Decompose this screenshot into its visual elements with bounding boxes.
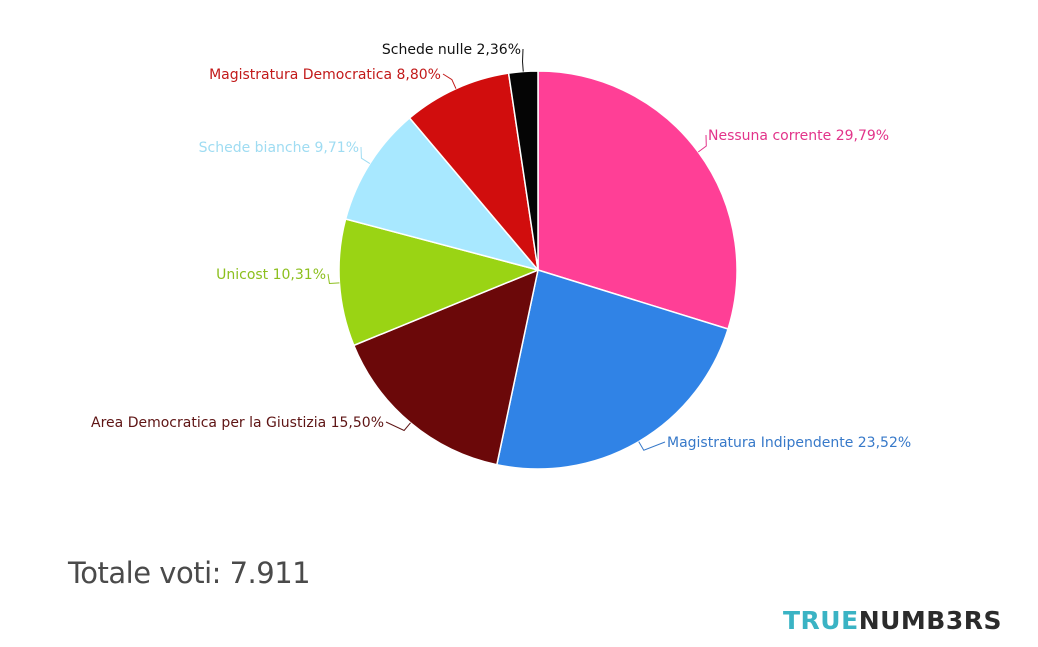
leader-line [385, 421, 411, 432]
pie-slice-schede-bianche [344, 117, 539, 271]
leader-line [638, 441, 666, 451]
slice-label: Unicost 10,31% [216, 267, 326, 283]
pie-slice-magistratura-indipendente [496, 269, 729, 470]
total-votes: Totale voti: 7.911 [68, 556, 311, 590]
pie-slice-area-democratica-per-la-giustizia [353, 269, 539, 466]
leader-line [360, 146, 371, 164]
slice-label: Area Democratica per la Giustizia 15,50% [91, 415, 384, 431]
leader-line [442, 73, 457, 89]
leader-line [522, 48, 524, 72]
slice-label: Magistratura Indipendente 23,52% [667, 435, 911, 451]
leader-line [697, 134, 707, 153]
leader-line [327, 273, 340, 285]
pie-slice-nessuna-corrente [537, 70, 738, 330]
pie-slice-schede-nulle [507, 70, 539, 271]
slice-label: Nessuna corrente 29,79% [708, 128, 889, 144]
brand-logo-part2: NUMB3RS [858, 606, 1002, 635]
slice-label: Magistratura Democratica 8,80% [209, 67, 441, 83]
pie-slice-unicost [338, 218, 539, 347]
brand-logo-part1: TRUE [783, 606, 859, 635]
slice-label: Schede bianche 9,71% [199, 140, 359, 156]
brand-logo: TRUENUMB3RS [783, 606, 1002, 635]
pie-slice-magistratura-democratica [408, 72, 539, 271]
pie-chart: Nessuna corrente 29,79% Magistratura Indi… [91, 42, 911, 470]
slice-label: Schede nulle 2,36% [382, 42, 521, 58]
